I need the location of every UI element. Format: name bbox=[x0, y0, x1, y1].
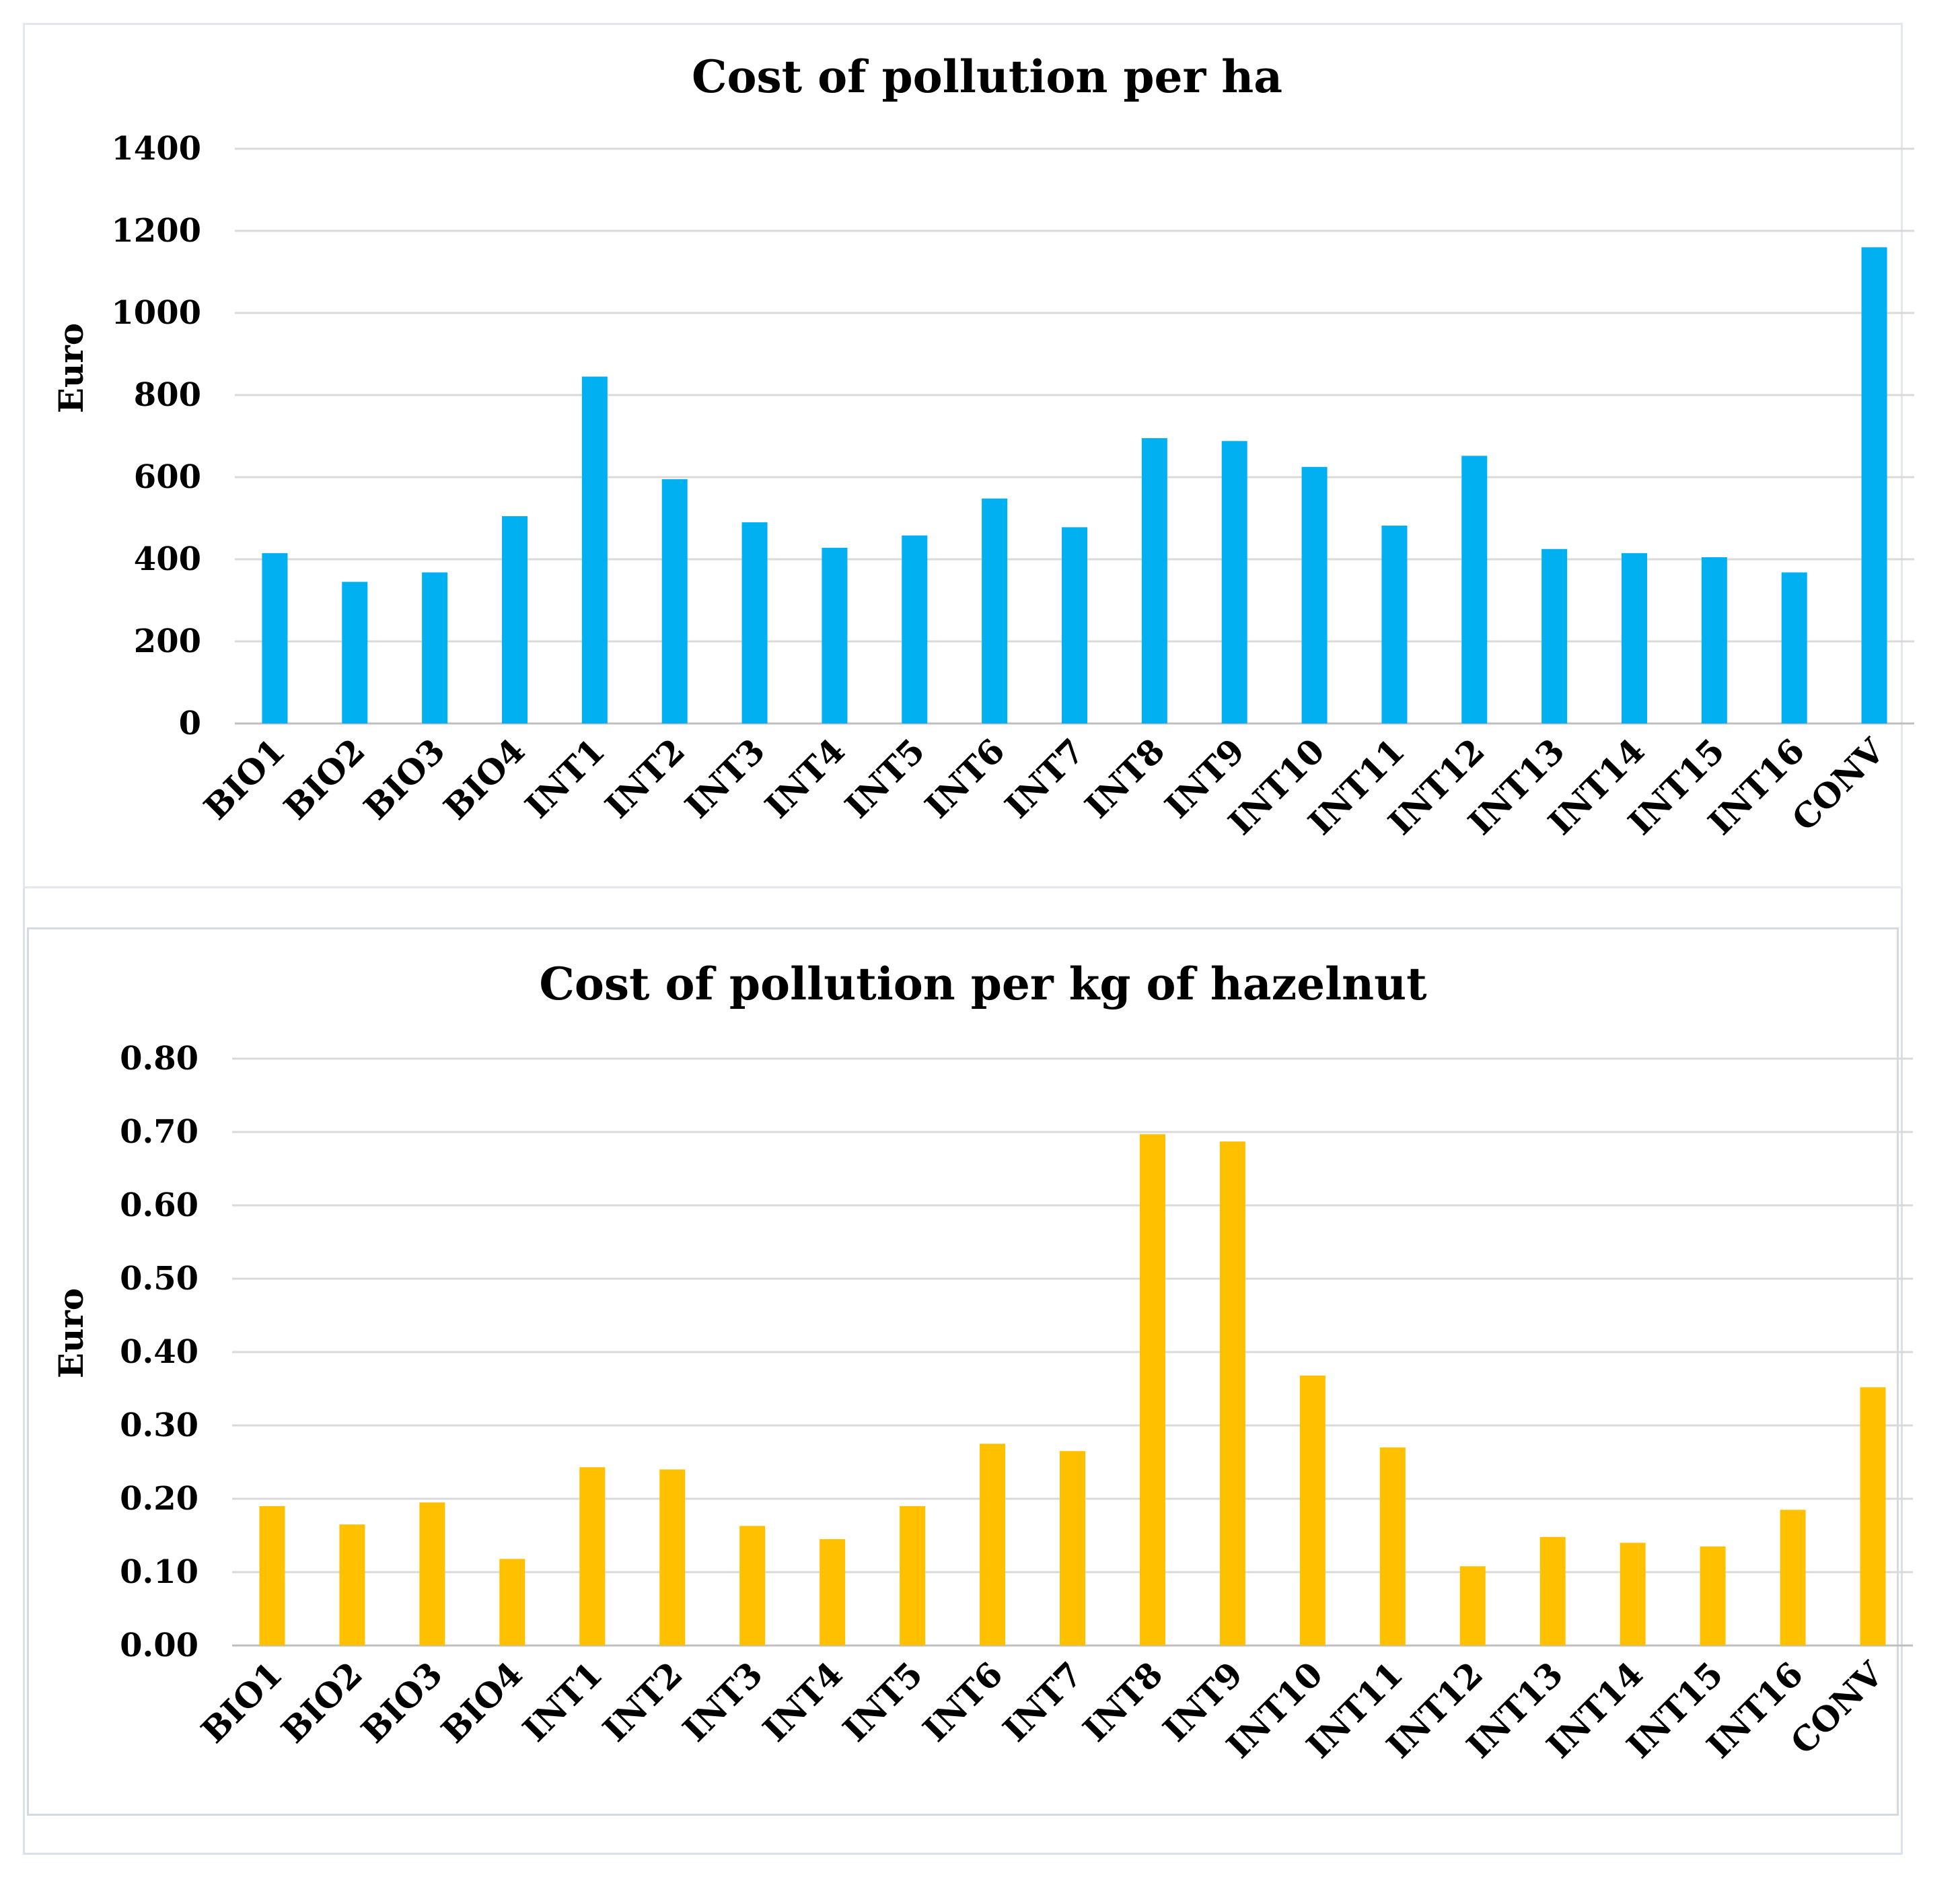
y-tick-label: 0.80 bbox=[120, 1040, 198, 1077]
bar-int9 bbox=[1219, 1141, 1245, 1645]
bar-int14 bbox=[1622, 553, 1647, 723]
bar-int11 bbox=[1379, 1447, 1406, 1645]
bar-int8 bbox=[1139, 1134, 1165, 1645]
x-tick-label: BIO4 bbox=[436, 731, 533, 828]
chart-per-ha: Cost of pollution per ha Euro 0 200 400 600… bbox=[51, 50, 1914, 843]
x-tick-label: INT7 bbox=[995, 1654, 1090, 1749]
bar-int4 bbox=[820, 1538, 846, 1645]
x-tick-label: INT5 bbox=[837, 731, 932, 826]
x-tick-label: INT6 bbox=[917, 731, 1012, 826]
y-tick-label: 600 bbox=[134, 458, 201, 496]
bar-int8 bbox=[1141, 438, 1167, 723]
bar-int16 bbox=[1780, 1510, 1806, 1645]
chart-panel-per-ha: Cost of pollution per ha Euro 0 200 400 600… bbox=[23, 23, 1914, 888]
bar-int6 bbox=[982, 498, 1008, 723]
bar-int12 bbox=[1459, 1566, 1486, 1645]
y-tick-label: 0.60 bbox=[120, 1187, 198, 1224]
bar-int15 bbox=[1701, 557, 1727, 723]
y-tick-label: 0 bbox=[179, 705, 201, 742]
bar-bio1 bbox=[262, 553, 288, 723]
x-tick-label: INT8 bbox=[1077, 731, 1172, 826]
bar-int3 bbox=[741, 522, 768, 723]
y-axis-label: Euro bbox=[51, 323, 91, 413]
x-tick-label: INT1 bbox=[515, 1654, 610, 1749]
x-tick-label: INT1 bbox=[517, 731, 612, 826]
y-tick-label: 1200 bbox=[111, 212, 201, 250]
y-tick-label: 0.50 bbox=[120, 1260, 198, 1298]
bar-int5 bbox=[902, 535, 928, 723]
bar-conv bbox=[1861, 247, 1887, 723]
x-tick-label: INT3 bbox=[675, 1654, 770, 1749]
bar-bio2 bbox=[342, 581, 368, 723]
y-tick-label: 1000 bbox=[111, 294, 201, 332]
y-tick-label: 0.00 bbox=[120, 1627, 198, 1664]
x-tick-label: CONV bbox=[1784, 730, 1893, 839]
bar-int13 bbox=[1541, 548, 1568, 723]
bar-int15 bbox=[1700, 1546, 1726, 1645]
bar-int1 bbox=[581, 376, 608, 723]
x-tick-label: BIO3 bbox=[353, 1654, 450, 1751]
bar-int6 bbox=[980, 1444, 1006, 1645]
y-tick-label: 800 bbox=[134, 376, 201, 414]
bar-int9 bbox=[1221, 441, 1247, 723]
y-tick-label: 1400 bbox=[111, 130, 201, 168]
x-tick-label: BIO2 bbox=[276, 731, 373, 828]
bar-int3 bbox=[739, 1526, 766, 1645]
x-tick-label: CONV bbox=[1783, 1654, 1891, 1762]
y-tick-label: 0.10 bbox=[120, 1553, 198, 1591]
x-tick-label: BIO2 bbox=[273, 1654, 370, 1751]
bar-int4 bbox=[822, 547, 848, 723]
chart-title: Cost of pollution per kg of hazelnut bbox=[539, 958, 1427, 1010]
x-tick-label: INT5 bbox=[835, 1654, 930, 1749]
bar-int5 bbox=[900, 1506, 926, 1645]
x-tick-label: INT7 bbox=[997, 731, 1092, 826]
x-tick-label: BIO1 bbox=[196, 731, 293, 828]
bar-int10 bbox=[1301, 466, 1328, 723]
bar-int7 bbox=[1060, 1451, 1085, 1645]
bar-bio3 bbox=[422, 572, 448, 723]
bar-int10 bbox=[1299, 1375, 1326, 1645]
x-tick-label: INT3 bbox=[678, 731, 772, 826]
bar-bio3 bbox=[419, 1502, 445, 1645]
y-axis-label: Euro bbox=[51, 1288, 91, 1378]
y-tick-label: 0.30 bbox=[120, 1407, 198, 1444]
y-tick-label: 0.40 bbox=[120, 1333, 198, 1371]
bar-bio4 bbox=[499, 1559, 525, 1645]
bar-bio1 bbox=[259, 1506, 285, 1645]
bar-conv bbox=[1860, 1387, 1886, 1645]
bar-int13 bbox=[1539, 1536, 1566, 1645]
bar-bio2 bbox=[339, 1524, 365, 1645]
chart-panel-per-kg: Cost of pollution per kg of hazelnut Eur… bbox=[27, 927, 1913, 1816]
y-tick-label: 400 bbox=[134, 540, 201, 578]
x-tick-label: INT2 bbox=[595, 1654, 690, 1749]
x-tick-label: INT6 bbox=[915, 1654, 1010, 1749]
bar-int12 bbox=[1461, 456, 1488, 723]
y-tick-label: 0.70 bbox=[120, 1113, 198, 1151]
bar-int16 bbox=[1781, 572, 1807, 723]
x-tick-label: BIO3 bbox=[356, 731, 453, 828]
x-tick-label: INT8 bbox=[1075, 1654, 1170, 1749]
y-tick-label: 200 bbox=[134, 623, 201, 660]
bar-int14 bbox=[1620, 1543, 1646, 1645]
chart-title: Cost of pollution per ha bbox=[692, 50, 1282, 103]
bar-int2 bbox=[661, 479, 688, 723]
bar-int11 bbox=[1381, 525, 1408, 723]
bar-int2 bbox=[659, 1469, 686, 1645]
bar-int7 bbox=[1062, 527, 1087, 723]
x-tick-label: INT4 bbox=[755, 1654, 850, 1749]
bar-bio4 bbox=[502, 516, 528, 723]
chart-per-kg: Cost of pollution per kg of hazelnut Eur… bbox=[51, 958, 1913, 1766]
x-tick-label: BIO4 bbox=[433, 1654, 530, 1751]
x-tick-label: INT2 bbox=[597, 731, 692, 826]
y-tick-label: 0.20 bbox=[120, 1480, 198, 1518]
x-tick-label: BIO1 bbox=[193, 1654, 290, 1751]
x-tick-label: INT4 bbox=[757, 731, 852, 826]
bar-int1 bbox=[579, 1467, 606, 1645]
